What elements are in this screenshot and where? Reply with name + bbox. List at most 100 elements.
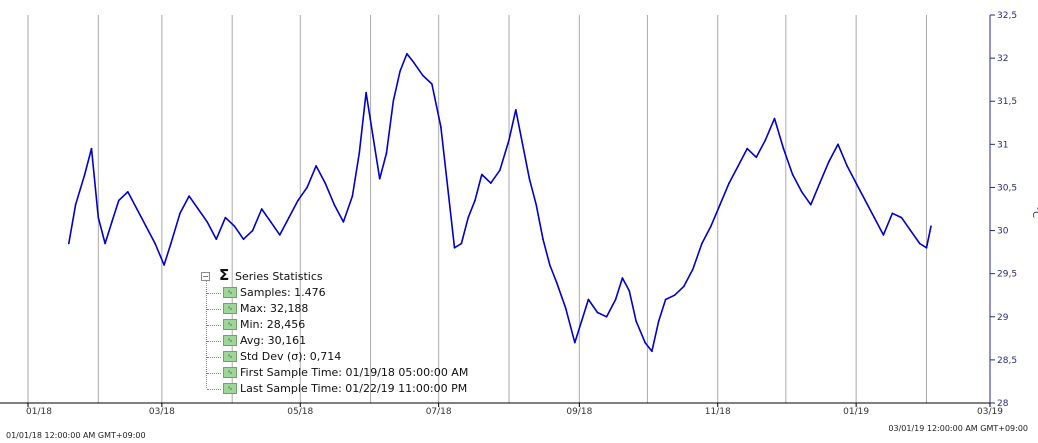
- data-point: [197, 208, 199, 210]
- data-point: [819, 182, 821, 184]
- data-point: [764, 139, 767, 141]
- stat-item[interactable]: ∿ Avg: 30,161: [201, 333, 491, 349]
- data-point: [127, 191, 129, 193]
- data-point: [528, 178, 531, 180]
- data-point: [614, 298, 617, 301]
- data-point: [508, 139, 510, 141]
- data-point: [782, 147, 785, 150]
- stat-item[interactable]: ∿ Max: 32,188: [201, 301, 491, 317]
- data-point: [306, 186, 308, 189]
- data-point: [664, 298, 667, 301]
- series-statistics-panel: − Σ Series Statistics ∿ Samples: 1.476 ∿ Ma…: [201, 267, 491, 397]
- data-point: [719, 203, 721, 206]
- data-point: [324, 182, 327, 184]
- data-point: [490, 182, 492, 184]
- data-point: [515, 109, 517, 111]
- data-point: [873, 216, 876, 219]
- vertical-gridlines: [27, 15, 991, 403]
- data-point: [837, 143, 839, 146]
- y-tick-label: 30,5: [997, 183, 1017, 193]
- data-point: [145, 225, 147, 227]
- data-point: [701, 242, 703, 245]
- data-point: [621, 277, 624, 279]
- data-point: [270, 221, 272, 223]
- data-point: [412, 61, 415, 64]
- x-tick-label: 01/19: [843, 407, 869, 417]
- y-tick-label: 32,5: [997, 11, 1017, 21]
- collapse-icon[interactable]: −: [201, 272, 210, 281]
- data-point: [574, 341, 576, 344]
- stat-item[interactable]: ∿ Min: 28,456: [201, 317, 491, 333]
- statistic-icon: ∿: [223, 367, 237, 378]
- y-tick-label: 30: [997, 227, 1009, 237]
- statistic-icon: ∿: [223, 383, 237, 394]
- data-point: [68, 242, 70, 245]
- x-axis-ticks: 01/18 03/18 05/18 07/18 09/18 11/18 01/19 03/19: [26, 403, 1003, 417]
- data-point: [810, 203, 812, 206]
- data-point: [737, 165, 739, 167]
- statistic-icon: ∿: [223, 303, 237, 314]
- data-point: [385, 152, 388, 154]
- data-point: [297, 199, 299, 202]
- data-point: [467, 216, 470, 219]
- x-tick-label: 09/18: [566, 407, 592, 417]
- stat-label: Min: 28,456: [240, 318, 306, 331]
- data-point: [692, 268, 694, 271]
- data-point: [499, 169, 501, 171]
- data-point: [279, 234, 281, 236]
- x-tick-label: 03/18: [149, 407, 175, 417]
- data-point: [555, 281, 558, 284]
- data-point: [925, 247, 928, 249]
- data-point: [564, 307, 567, 310]
- data-point: [163, 264, 165, 266]
- data-point: [431, 83, 433, 85]
- statistics-list: ∿ Samples: 1.476 ∿ Max: 32,188 ∿ Min: 28,456 ∿…: [201, 281, 491, 397]
- data-point: [422, 74, 424, 77]
- data-point: [828, 160, 830, 163]
- data-point: [83, 173, 86, 176]
- data-point: [587, 298, 590, 301]
- data-point: [710, 225, 712, 227]
- data-point: [378, 178, 381, 180]
- data-point: [460, 242, 463, 245]
- data-point: [392, 100, 395, 102]
- stat-item[interactable]: ∿ Last Sample Time: 01/22/19 11:00:00 PM: [201, 381, 491, 397]
- data-point: [635, 320, 637, 322]
- data-point: [154, 242, 156, 245]
- data-point: [188, 195, 190, 197]
- y-axis-title: °C: [1030, 206, 1038, 218]
- x-tick-label: 07/18: [426, 407, 452, 417]
- stat-item[interactable]: ∿ Samples: 1.476: [201, 285, 491, 301]
- data-point: [651, 350, 653, 353]
- x-end-date-label: 03/01/19 12:00:00 AM GMT+09:00: [888, 424, 1028, 433]
- stat-item[interactable]: ∿ Std Dev (σ): 0,714: [201, 349, 491, 365]
- data-point: [288, 216, 290, 219]
- y-tick-label: 29,5: [997, 270, 1017, 280]
- y-tick-label: 31: [997, 140, 1008, 150]
- data-point: [791, 173, 794, 176]
- statistic-icon: ∿: [223, 335, 237, 346]
- data-point: [474, 199, 476, 202]
- y-tick-label: 31,5: [997, 97, 1017, 107]
- data-point: [746, 147, 748, 150]
- data-point: [224, 216, 227, 219]
- data-point: [399, 70, 401, 72]
- y-tick-label: 32: [997, 54, 1008, 64]
- data-point: [440, 126, 442, 128]
- x-tick-label: 11/18: [705, 407, 731, 417]
- data-point: [864, 199, 866, 202]
- data-point: [136, 208, 138, 210]
- series-statistics-header[interactable]: − Σ Series Statistics: [201, 267, 491, 285]
- data-point: [644, 341, 646, 344]
- axes: [0, 15, 991, 404]
- data-point: [682, 285, 685, 288]
- stat-item[interactable]: ∿ First Sample Time: 01/19/18 05:00:00 AM: [201, 365, 491, 381]
- data-point: [453, 247, 456, 249]
- data-point: [605, 316, 608, 318]
- data-point: [446, 186, 449, 189]
- data-point: [215, 238, 218, 240]
- y-tick-label: 28,5: [997, 356, 1017, 366]
- data-point: [918, 242, 921, 245]
- data-point: [542, 238, 544, 240]
